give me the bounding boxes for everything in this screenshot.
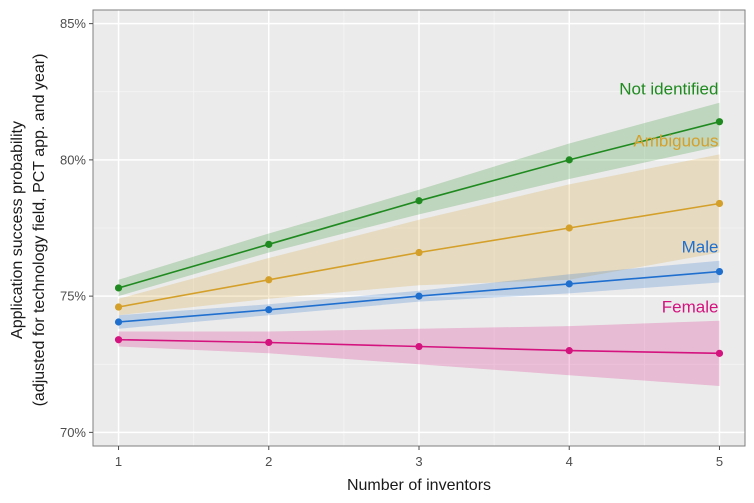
not-identified-point <box>114 284 123 292</box>
female-point <box>715 349 724 357</box>
female-series-label: Female <box>662 298 719 317</box>
x-tick-label: 2 <box>265 454 272 469</box>
y-axis-title: Application success probability (adjuste… <box>9 54 48 407</box>
x-axis-ticks: 1 2 3 4 5 <box>115 446 723 469</box>
female-confidence-band <box>118 320 720 386</box>
ambiguous-point <box>265 276 273 284</box>
y-axis-title-line-2: (adjusted for technology field, PCT app.… <box>31 54 48 407</box>
male-point <box>415 292 423 300</box>
series-labels: Not identified Ambiguous Male Female <box>619 80 718 317</box>
x-axis-title: Number of inventors <box>347 477 491 494</box>
male-point <box>565 280 573 288</box>
ambiguous-confidence-band <box>118 154 720 316</box>
y-tick-label: 70% <box>60 425 86 440</box>
x-tick-label: 1 <box>115 454 122 469</box>
ambiguous-point <box>114 303 123 311</box>
female-point <box>415 342 423 351</box>
male-point <box>265 306 273 314</box>
y-axis-ticks: 70% 75% 80% 85% <box>60 16 93 440</box>
not-identified-point <box>415 197 423 205</box>
male-point <box>114 318 123 326</box>
ambiguous-point <box>415 248 423 257</box>
female-point <box>265 338 273 347</box>
y-tick-label: 85% <box>60 16 86 31</box>
male-point <box>715 268 724 276</box>
not-identified-series-label: Not identified <box>619 80 718 99</box>
y-tick-label: 80% <box>60 152 86 167</box>
male-series-label: Male <box>682 238 719 257</box>
y-axis-title-line-1: Application success probability <box>9 121 26 339</box>
ambiguous-series-label: Ambiguous <box>633 131 718 150</box>
not-identified-point <box>265 240 273 248</box>
female-point <box>565 347 573 355</box>
ambiguous-point <box>715 199 724 208</box>
female-point <box>114 336 123 344</box>
y-tick-label: 75% <box>60 289 86 304</box>
x-tick-label: 4 <box>566 454 573 469</box>
series-points <box>114 118 724 357</box>
not-identified-point <box>715 118 724 126</box>
x-tick-label: 3 <box>415 454 422 469</box>
x-tick-label: 5 <box>716 454 723 469</box>
not-identified-point <box>565 156 573 164</box>
ambiguous-point <box>565 224 573 232</box>
